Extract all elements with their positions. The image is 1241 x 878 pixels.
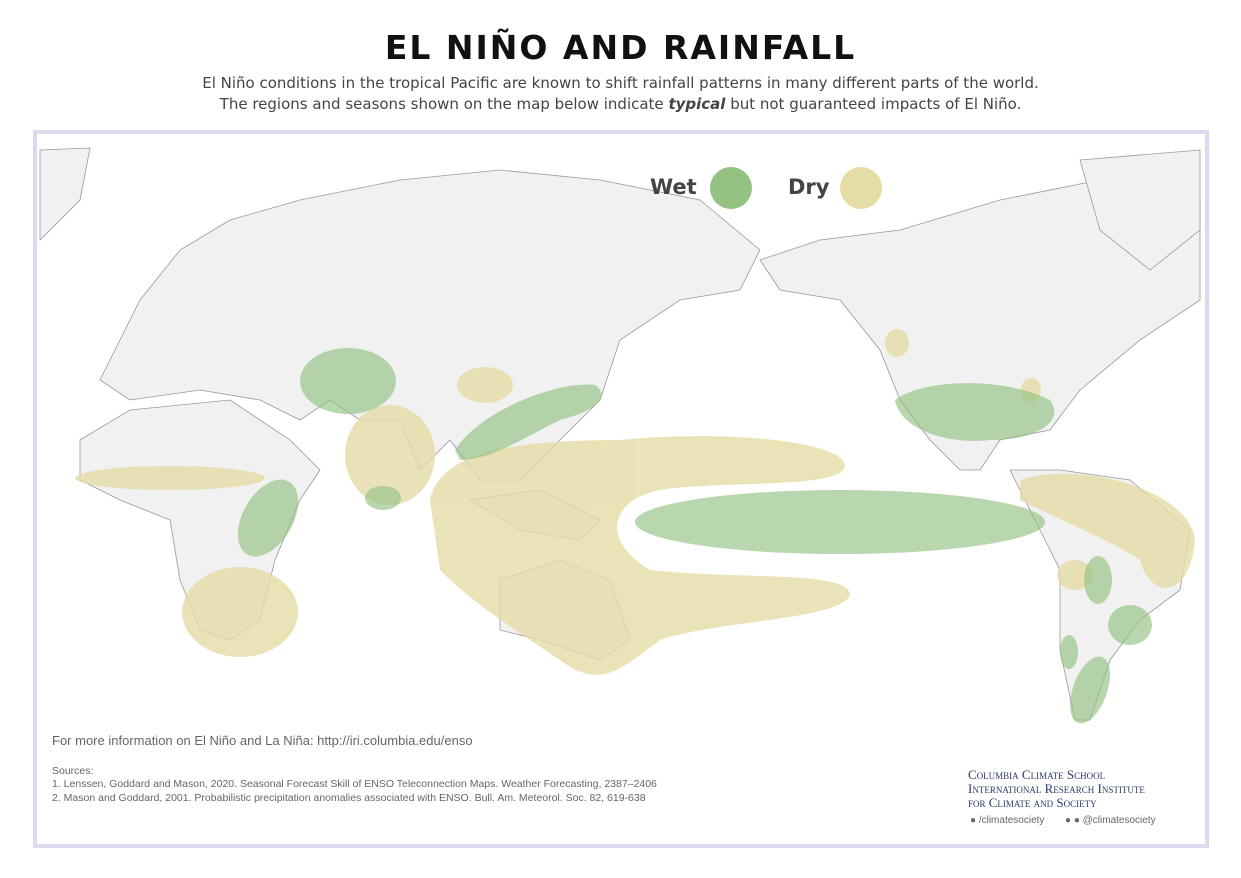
source: 1. Lenssen, Goddard and Mason, 2020. Sea… — [52, 778, 657, 790]
frame — [33, 130, 1209, 848]
subtitle: The regions and seasons shown on the map… — [0, 95, 1241, 113]
dry-regions — [75, 329, 1195, 675]
subtitle-text: The regions and seasons shown on the map… — [219, 95, 669, 113]
sources-label: Sources: — [52, 765, 94, 777]
subtitle-text: but not guaranteed impacts of El Niño. — [725, 95, 1022, 113]
emphasis: typical — [668, 95, 726, 113]
source: 2. Mason and Goddard, 2001. Probabilisti… — [52, 792, 646, 804]
wet-regions — [237, 348, 1152, 724]
subtitle: El Niño conditions in the tropical Pacif… — [202, 74, 1039, 92]
social-handle: @climatesociety — [1082, 815, 1156, 826]
legend-wet-swatch — [710, 167, 752, 209]
org-line: International Research Institute — [968, 781, 1145, 796]
org-line: for Climate and Society — [968, 795, 1097, 810]
social-handle: /climatesociety — [978, 815, 1045, 826]
social: ● ● @climatesociety — [1065, 815, 1156, 826]
legend-dry-label: Dry — [788, 175, 830, 199]
title: EL NIÑO AND RAINFALL — [384, 28, 857, 67]
info: For more information on El Niño and La N… — [52, 733, 473, 748]
org-line: Columbia Climate School — [968, 767, 1106, 782]
legend-wet-label: Wet — [650, 175, 697, 199]
legend-dry-swatch — [840, 167, 882, 209]
social: ● /climatesociety — [970, 815, 1045, 826]
